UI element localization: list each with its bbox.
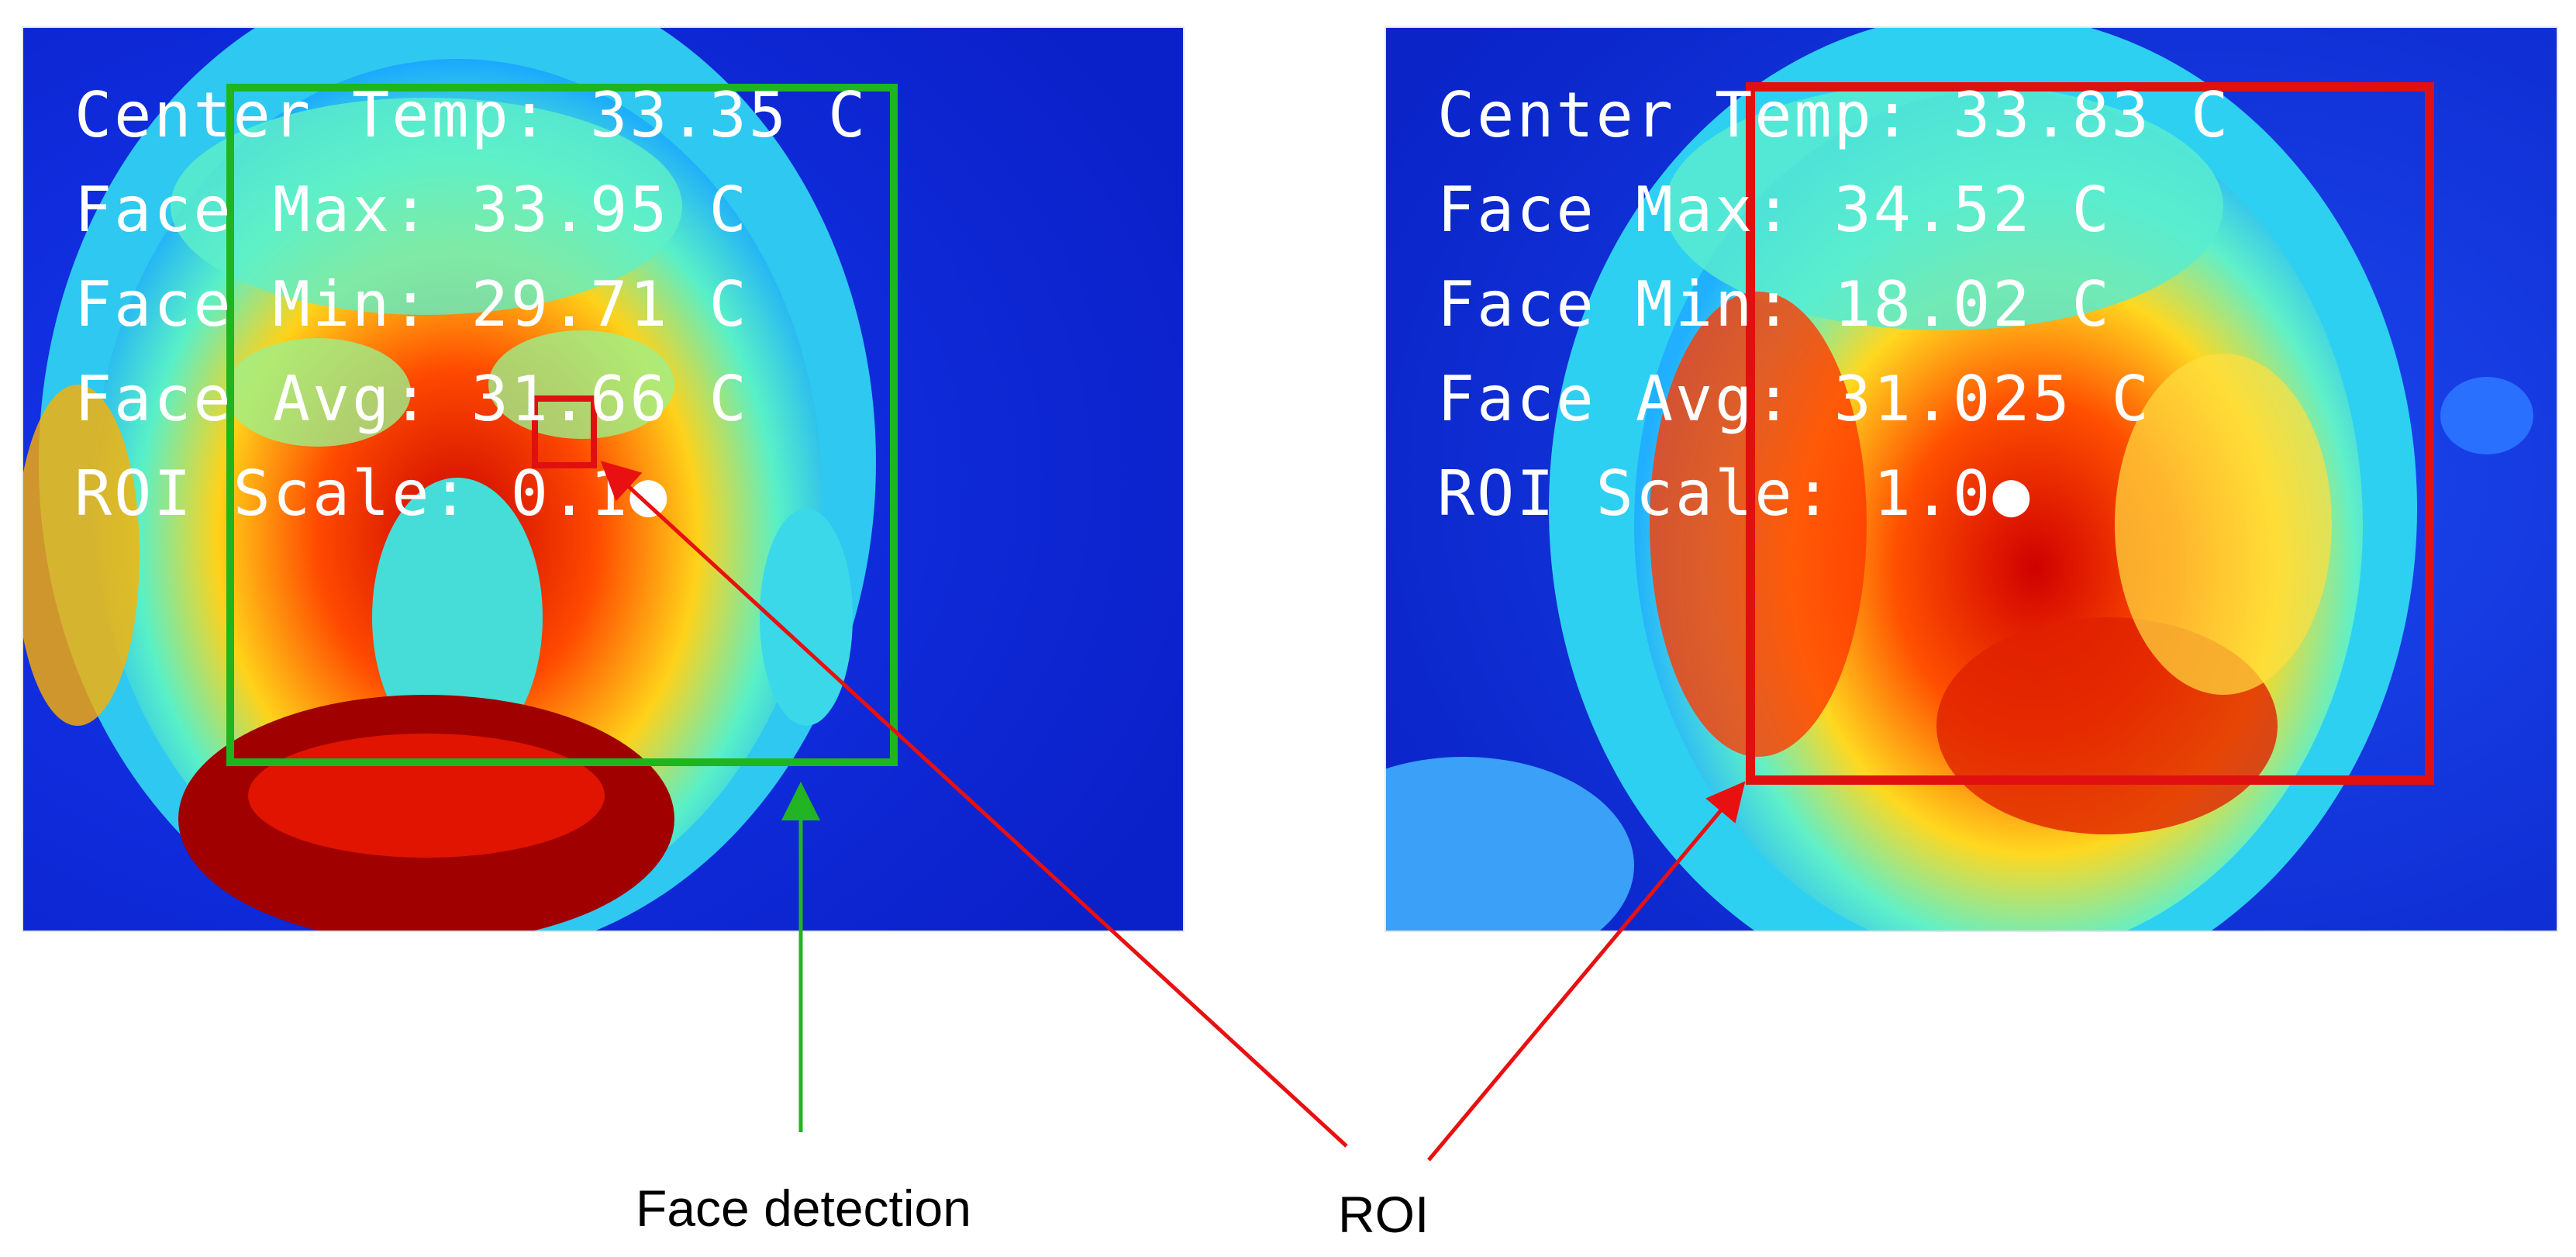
right-thermal-image: Center Temp: 33.83 C Face Max: 34.52 C F…	[1385, 26, 2558, 932]
right-readout: Center Temp: 33.83 C Face Max: 34.52 C F…	[1437, 68, 2230, 541]
left-thermal-image: Center Temp: 33.35 C Face Max: 33.95 C F…	[22, 26, 1185, 932]
center-temp-readout: Center Temp: 33.83 C	[1437, 79, 2231, 151]
roi-label: ROI	[1338, 1186, 1429, 1243]
face-detection-label: Face detection	[636, 1179, 971, 1237]
roi-arrow-left	[600, 461, 1348, 1148]
face-min-readout: Face Min: 18.02 C	[1437, 268, 2112, 340]
center-temp-readout: Center Temp: 33.35 C	[74, 79, 868, 151]
roi-arrow-right	[1427, 781, 1746, 1162]
roi-box-small	[532, 395, 597, 468]
face-min-readout: Face Min: 29.71 C	[74, 268, 749, 340]
face-max-readout: Face Max: 34.52 C	[1437, 174, 2112, 246]
roi-box-large	[1746, 82, 2434, 785]
left-readout: Center Temp: 33.35 C Face Max: 33.95 C F…	[74, 68, 867, 541]
face-avg-readout: Face Avg: 31.66 C	[74, 363, 749, 435]
face-detection-box	[226, 84, 898, 766]
face-max-readout: Face Max: 33.95 C	[74, 174, 749, 246]
left-thermal-face-graphic	[23, 28, 1183, 931]
face-avg-readout: Face Avg: 31.025 C	[1437, 363, 2151, 435]
roi-scale-readout: ROI Scale: 1.0●	[1437, 458, 2033, 530]
